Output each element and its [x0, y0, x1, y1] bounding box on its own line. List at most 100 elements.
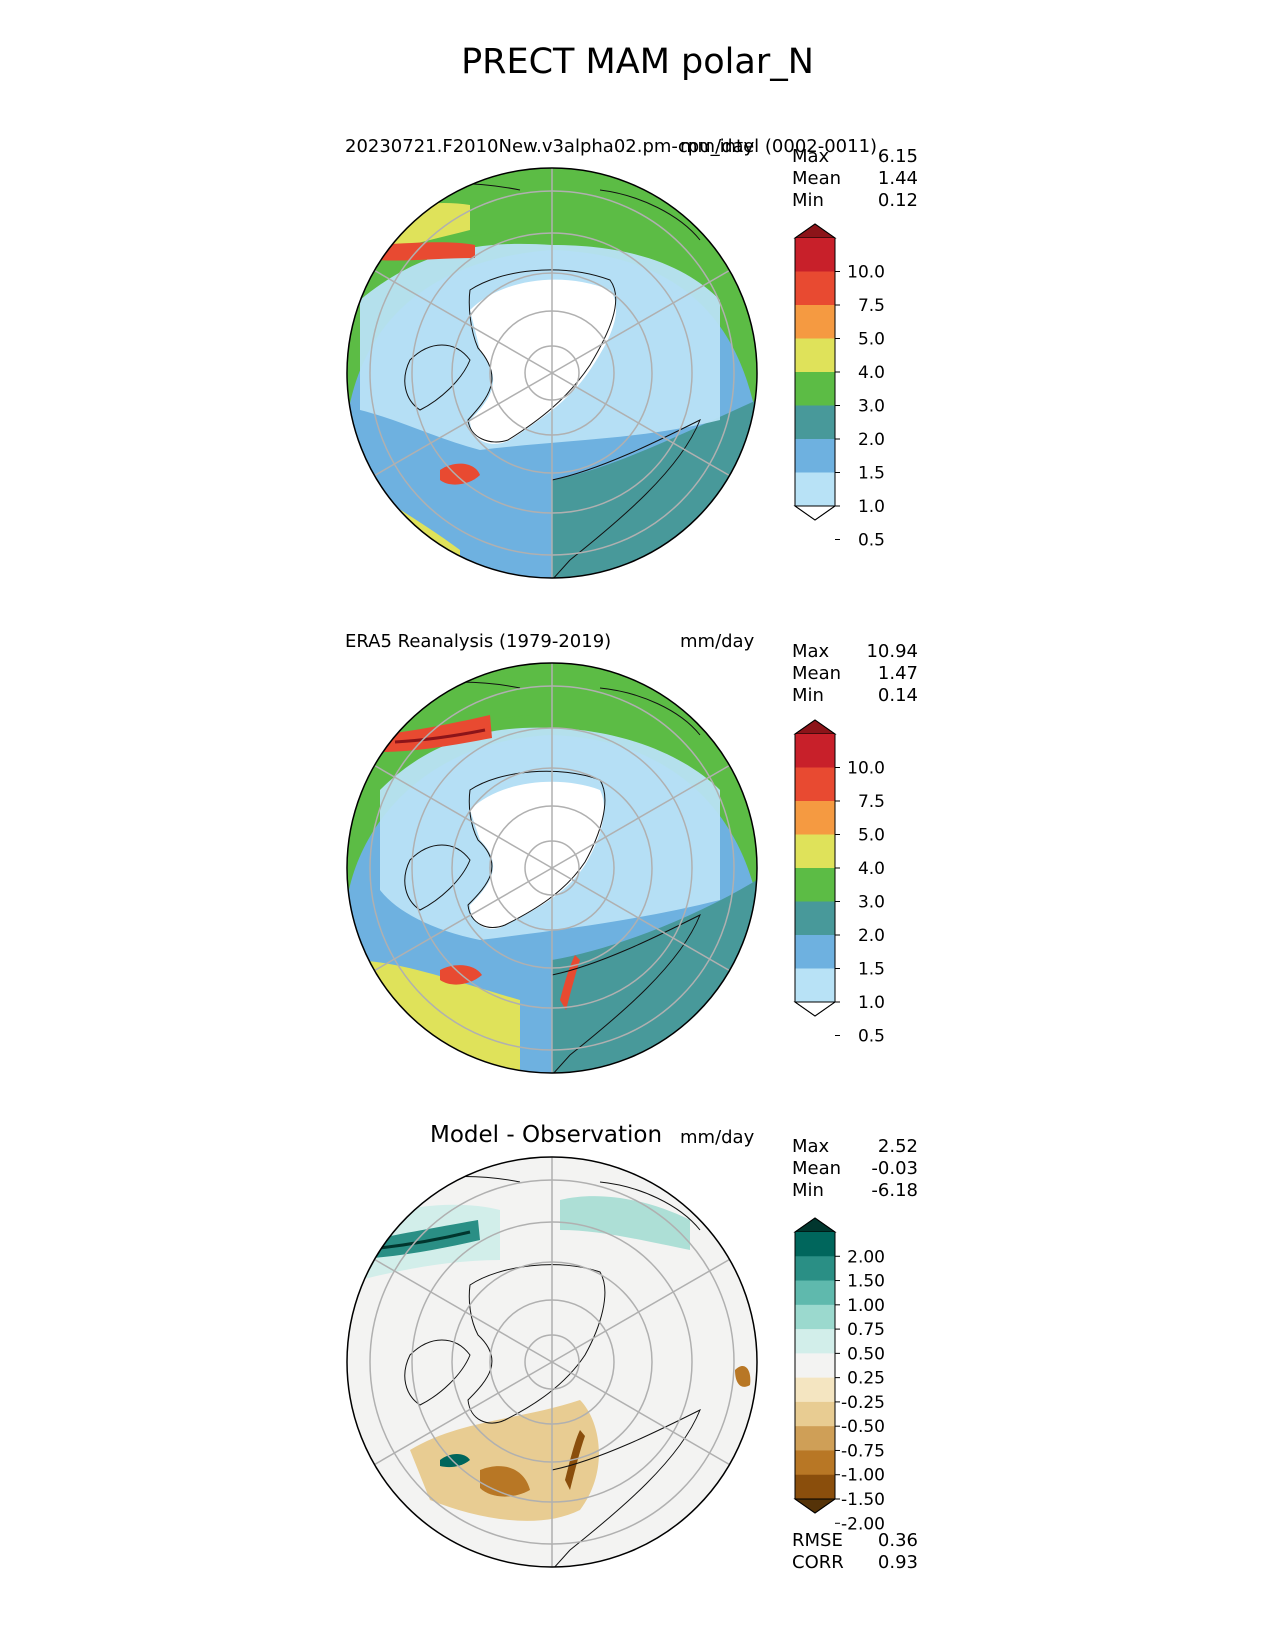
colorbar-2-swatch — [795, 1377, 835, 1403]
colorbar-0-extend-top — [793, 223, 837, 239]
panel-3-corr-value: 0.93 — [877, 1552, 918, 1573]
colorbar-2-swatch — [795, 1329, 835, 1354]
map-reference-boundary — [346, 662, 758, 1074]
colorbar-2-swatch — [795, 1256, 835, 1282]
colorbar-2-tick-label: -1.50 — [841, 1490, 885, 1510]
colorbar-2-swatch — [795, 1474, 835, 1500]
colorbar-2-tick-label: 1.50 — [847, 1272, 885, 1292]
panel-2-stat-max-label: Max — [792, 641, 830, 662]
colorbar-2-tick-label: -2.00 — [841, 1514, 885, 1534]
colorbar-0-swatch — [795, 439, 835, 473]
colorbar-1-extend-bottom — [793, 1001, 837, 1017]
colorbar-2-tick-label: -0.75 — [841, 1441, 885, 1461]
colorbar-2-swatch — [795, 1304, 835, 1330]
panel-1-stat-max-value: 6.15 — [877, 146, 918, 167]
panel-1-stat-min-label: Min — [792, 190, 824, 211]
colorbar-0-tick-label: 0.5 — [858, 531, 885, 551]
colorbar-2-tick-label: -0.50 — [841, 1417, 885, 1437]
colorbar-1-swatch — [795, 801, 835, 835]
colorbar-1-swatch — [795, 834, 835, 869]
panel-3-title-center: Model - Observation — [430, 1122, 663, 1148]
colorbar-2-swatch — [795, 1426, 835, 1451]
colorbar-1-tick-label: 3.0 — [858, 893, 885, 913]
colorbar-1-tick-label: 10.0 — [847, 759, 885, 779]
panel-2-title-left: ERA5 Reanalysis (1979-2019) — [345, 631, 612, 652]
panel-3-rmse-label: RMSE — [792, 1530, 843, 1551]
panel-2-stat-mean-label: Mean — [792, 663, 842, 684]
colorbar-2-tick-label: -0.25 — [841, 1393, 885, 1413]
map-reference — [347, 663, 757, 1073]
panel-3-units: mm/day — [680, 1127, 755, 1148]
map-test — [347, 168, 757, 578]
panel-1-stat-max-label: Max — [792, 146, 830, 167]
colorbar-1-swatch — [795, 734, 835, 768]
colorbar-2-swatch — [795, 1353, 835, 1379]
colorbar-1-tick-label: 5.0 — [858, 826, 885, 846]
colorbar-1-swatch — [795, 868, 835, 902]
colorbar-1-tick-label: 1.5 — [858, 960, 885, 980]
figure-title: PRECT MAM polar_N — [461, 42, 814, 82]
map-test-boundary — [346, 167, 758, 579]
panel-1-stat-mean-value: 1.44 — [877, 168, 918, 189]
colorbar-2-swatch — [795, 1232, 835, 1257]
panel-2-stat-min-value: 0.14 — [877, 685, 918, 706]
map-test-grid — [369, 168, 735, 578]
colorbar-1-swatch — [795, 767, 835, 802]
panel-3-stat-min-label: Min — [792, 1180, 824, 1201]
colorbar-2-tick-label: 0.50 — [847, 1344, 885, 1364]
colorbar-0-tick-label: 2.0 — [858, 430, 885, 450]
colorbar-0-extend-bottom — [793, 505, 837, 521]
colorbar-0-swatch — [795, 472, 835, 507]
panel-1-stat-mean-label: Mean — [792, 168, 842, 189]
panel-2-stat-mean-value: 1.47 — [877, 663, 918, 684]
colorbar-0-swatch — [795, 405, 835, 440]
panel-1-units: mm/day — [680, 136, 755, 157]
colorbar-2-extend-top — [793, 1217, 837, 1233]
colorbar-2-swatch — [795, 1280, 835, 1306]
panel-2-stat-min-label: Min — [792, 685, 824, 706]
colorbar-0-swatch — [795, 271, 835, 306]
colorbar-0-tick-label: 7.5 — [858, 296, 885, 316]
colorbar-1-swatch — [795, 901, 835, 936]
colorbar-1-tick-label: 7.5 — [858, 792, 885, 812]
map-diff-boundary — [346, 1156, 758, 1568]
colorbar-0-swatch — [795, 238, 835, 272]
colorbar-0-swatch — [795, 338, 835, 373]
colorbar-2-tick-label: 2.00 — [847, 1247, 885, 1267]
colorbar-1-tick-label: 0.5 — [858, 1027, 885, 1047]
panel-2-units: mm/day — [680, 631, 755, 652]
colorbar-0-tick-label: 10.0 — [847, 263, 885, 283]
colorbar-1-swatch — [795, 968, 835, 1003]
panel-3-stat-mean-value: -0.03 — [871, 1158, 918, 1179]
colorbar-2-swatch — [795, 1450, 835, 1476]
map-reference-grid — [369, 663, 735, 1073]
colorbar-2-swatch — [795, 1401, 835, 1427]
panel-1-title-left: 20230721.F2010New.v3alpha02.pm-cpu_intel… — [345, 136, 878, 157]
colorbar-2-tick-label: 0.25 — [847, 1369, 885, 1389]
colorbar-diff: 2.00 1.50 1.00 0.75 0.50 0.25 -0.25 -0.50 -0.75 -… — [793, 1217, 885, 1534]
colorbar-0-tick-label: 4.0 — [858, 363, 885, 383]
colorbar-2-tick-label: 1.00 — [847, 1296, 885, 1316]
map-diff-grid — [369, 1157, 735, 1567]
colorbar-2-tick-label: 0.75 — [847, 1320, 885, 1340]
panel-1-stat-min-value: 0.12 — [877, 190, 918, 211]
panel-2-stat-max-value: 10.94 — [866, 641, 918, 662]
colorbar-test: 10.0 7.5 5.0 4.0 3.0 2.0 1.5 1.0 0.5 — [793, 223, 885, 551]
colorbar-0-swatch — [795, 305, 835, 339]
colorbar-0-tick-label: 1.0 — [858, 497, 885, 517]
colorbar-1-extend-top — [793, 719, 837, 735]
colorbar-1-tick-label: 4.0 — [858, 859, 885, 879]
panel-3-stat-max-value: 2.52 — [877, 1136, 918, 1157]
panel-3-rmse-value: 0.36 — [877, 1530, 918, 1551]
colorbar-0-tick-label: 1.5 — [858, 464, 885, 484]
colorbar-reference: 10.0 7.5 5.0 4.0 3.0 2.0 1.5 1.0 0.5 — [793, 719, 885, 1047]
panel-3-stat-max-label: Max — [792, 1136, 830, 1157]
colorbar-0-tick-label: 5.0 — [858, 330, 885, 350]
panel-3-stat-min-value: -6.18 — [871, 1180, 918, 1201]
colorbar-1-tick-label: 1.0 — [858, 993, 885, 1013]
panel-3-corr-label: CORR — [792, 1552, 844, 1573]
colorbar-0-tick-label: 3.0 — [858, 397, 885, 417]
colorbar-1-tick-label: 2.0 — [858, 926, 885, 946]
panel-3-stat-mean-label: Mean — [792, 1158, 842, 1179]
